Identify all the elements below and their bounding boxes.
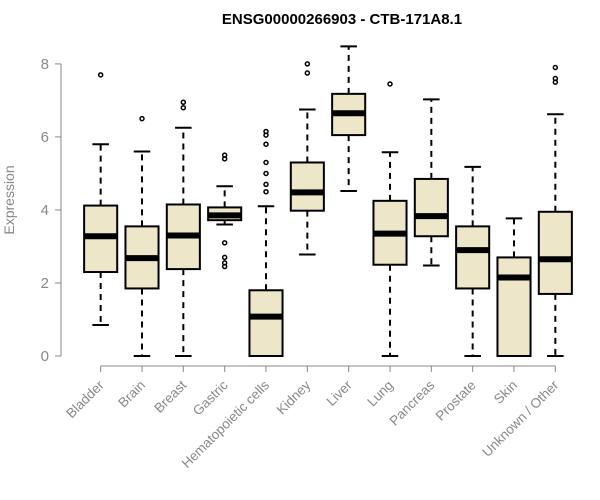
box-skin (496, 217, 532, 358)
y-axis: 0 2 4 6 8 (41, 56, 62, 365)
x-tick-label: Prostate (433, 378, 479, 424)
x-tick-label: Skin (491, 378, 520, 407)
outlier-point (180, 104, 187, 111)
box-iqr (455, 225, 491, 290)
box-kidney (289, 61, 325, 256)
outlier-point (263, 170, 269, 177)
y-tick-label: 8 (41, 56, 49, 73)
box-gastric (207, 152, 243, 270)
box-brain (124, 115, 160, 357)
outlier-point (304, 70, 311, 76)
y-axis-label: Expression (1, 165, 17, 234)
outlier-point (263, 141, 269, 147)
outlier-point (97, 72, 104, 78)
outlier-point (263, 159, 269, 166)
x-tick-label: Gastric (190, 377, 231, 418)
box-iqr (537, 210, 573, 295)
x-tick-label: Bladder (63, 377, 107, 421)
outlier-point (221, 152, 228, 158)
box-lung (372, 81, 408, 357)
x-tick-label: Lung (364, 378, 396, 410)
outlier-point (552, 75, 559, 82)
outlier-point (221, 254, 228, 261)
x-tick-label: Brain (115, 378, 148, 411)
y-tick-label: 4 (41, 202, 49, 219)
outlier-point (221, 263, 228, 270)
y-tick-label: 0 (41, 348, 49, 365)
outlier-point (139, 115, 145, 122)
boxes-group (83, 45, 573, 358)
box-unknown-other (537, 64, 573, 357)
y-tick-label: 6 (41, 129, 49, 146)
box-hematopoietic-cells (248, 128, 284, 358)
box-bladder (83, 72, 119, 326)
outlier-point (263, 181, 269, 188)
outlier-point (304, 61, 311, 67)
chart-title: ENSG00000266903 - CTB-171A8.1 (222, 11, 462, 28)
x-tick-label: Unknown / Other (479, 377, 562, 460)
outlier-point (263, 188, 269, 195)
outlier-point (221, 240, 228, 246)
box-liver (331, 45, 367, 192)
outlier-point (180, 99, 187, 105)
box-pancreas (413, 98, 449, 267)
box-iqr (289, 161, 325, 212)
x-tick-label: Pancreas (387, 377, 438, 428)
box-breast (165, 99, 201, 357)
box-prostate (455, 165, 491, 357)
box-iqr (413, 177, 449, 238)
outlier-point (263, 128, 269, 135)
box-iqr (248, 289, 284, 358)
x-tick-label: Liver (323, 377, 355, 409)
box-iqr (496, 256, 532, 358)
y-tick-label: 2 (41, 275, 49, 292)
x-tick-label: Kidney (274, 377, 314, 417)
outlier-point (387, 81, 393, 87)
x-tick-label: Breast (151, 377, 189, 415)
outlier-point (552, 64, 559, 71)
